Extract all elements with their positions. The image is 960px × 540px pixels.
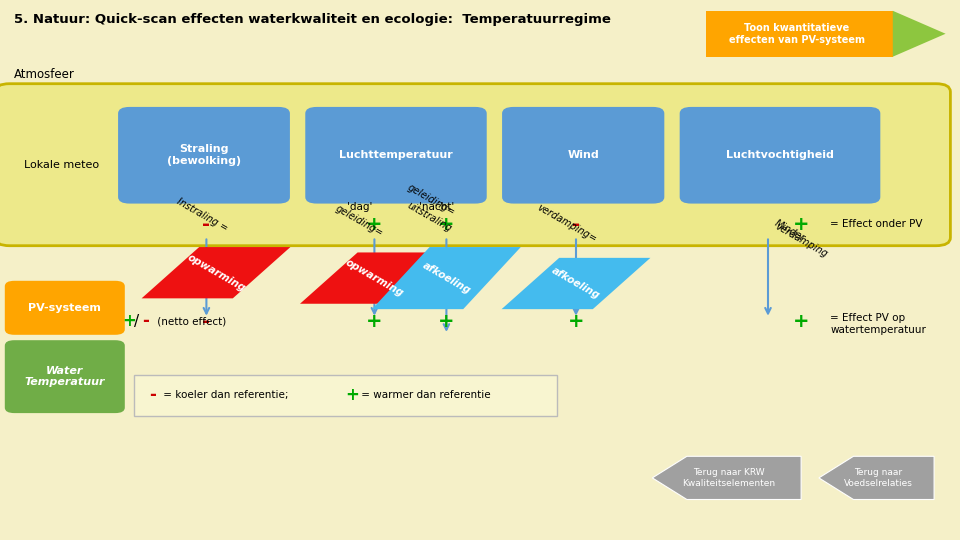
- Text: Terug naar KRW
Kwaliteitselementen: Terug naar KRW Kwaliteitselementen: [682, 468, 775, 488]
- Text: = Effect PV op
watertemperatuur: = Effect PV op watertemperatuur: [830, 313, 926, 335]
- Text: +: +: [438, 214, 455, 234]
- Text: -: -: [203, 214, 210, 234]
- Text: Straling
(bewolking): Straling (bewolking): [167, 144, 241, 166]
- Text: +: +: [567, 312, 585, 331]
- Text: -: -: [142, 312, 149, 330]
- Text: +: +: [122, 312, 135, 330]
- FancyBboxPatch shape: [134, 375, 557, 416]
- FancyBboxPatch shape: [0, 84, 950, 246]
- Text: Luchttemperatuur: Luchttemperatuur: [339, 150, 453, 160]
- Polygon shape: [501, 258, 651, 309]
- Polygon shape: [819, 456, 934, 500]
- Text: Terug naar
Voedselrelaties: Terug naar Voedselrelaties: [844, 468, 913, 488]
- Text: = koeler dan referentie;: = koeler dan referentie;: [160, 390, 292, 400]
- Text: opwarming: opwarming: [344, 258, 405, 299]
- FancyBboxPatch shape: [706, 11, 893, 57]
- Text: = warmer dan referentie: = warmer dan referentie: [358, 390, 491, 400]
- Text: Water
Temperatuur: Water Temperatuur: [25, 366, 105, 387]
- Text: -: -: [572, 214, 580, 234]
- Text: verdamping: verdamping: [773, 221, 828, 259]
- Text: PV-systeem: PV-systeem: [29, 303, 101, 313]
- Text: Instraling =: Instraling =: [175, 197, 229, 233]
- Text: +: +: [438, 312, 455, 331]
- Text: +: +: [793, 214, 810, 234]
- Text: 'nacht': 'nacht': [420, 202, 454, 213]
- Text: afkoeling: afkoeling: [420, 260, 472, 296]
- Text: -: -: [203, 312, 210, 331]
- FancyBboxPatch shape: [680, 107, 880, 204]
- Polygon shape: [372, 247, 521, 309]
- Text: uitstraling: uitstraling: [406, 200, 453, 233]
- Polygon shape: [893, 11, 946, 57]
- Text: Minder: Minder: [773, 218, 806, 243]
- FancyBboxPatch shape: [5, 281, 125, 335]
- Text: Wind: Wind: [567, 150, 599, 160]
- Text: -: -: [149, 386, 156, 404]
- Text: geleiding=: geleiding=: [406, 182, 457, 217]
- Polygon shape: [300, 252, 449, 303]
- Text: 5. Natuur: Quick-scan effecten waterkwaliteit en ecologie:  Temperatuurregime: 5. Natuur: Quick-scan effecten waterkwal…: [14, 14, 612, 26]
- Text: Atmosfeer: Atmosfeer: [14, 68, 75, 80]
- Text: +: +: [366, 214, 383, 234]
- Polygon shape: [652, 456, 801, 500]
- Text: Toon kwantitatieve
effecten van PV-systeem: Toon kwantitatieve effecten van PV-syste…: [729, 23, 865, 45]
- FancyBboxPatch shape: [5, 340, 125, 413]
- Text: verdamping=: verdamping=: [536, 202, 598, 244]
- Polygon shape: [142, 247, 290, 298]
- Text: = Effect onder PV: = Effect onder PV: [830, 219, 923, 229]
- Text: Lokale meteo: Lokale meteo: [24, 160, 99, 170]
- FancyBboxPatch shape: [502, 107, 664, 204]
- Text: geleiding=: geleiding=: [334, 204, 385, 239]
- Text: afkoeling: afkoeling: [550, 266, 602, 301]
- FancyBboxPatch shape: [305, 107, 487, 204]
- Text: +: +: [346, 386, 359, 404]
- FancyBboxPatch shape: [118, 107, 290, 204]
- Text: (netto effect): (netto effect): [154, 316, 226, 326]
- Text: Luchtvochtigheid: Luchtvochtigheid: [726, 150, 834, 160]
- Text: /: /: [134, 314, 139, 329]
- Text: 'dag': 'dag': [348, 202, 372, 213]
- Text: +: +: [366, 312, 383, 331]
- Text: opwarming: opwarming: [185, 252, 247, 293]
- Text: +: +: [793, 312, 810, 331]
